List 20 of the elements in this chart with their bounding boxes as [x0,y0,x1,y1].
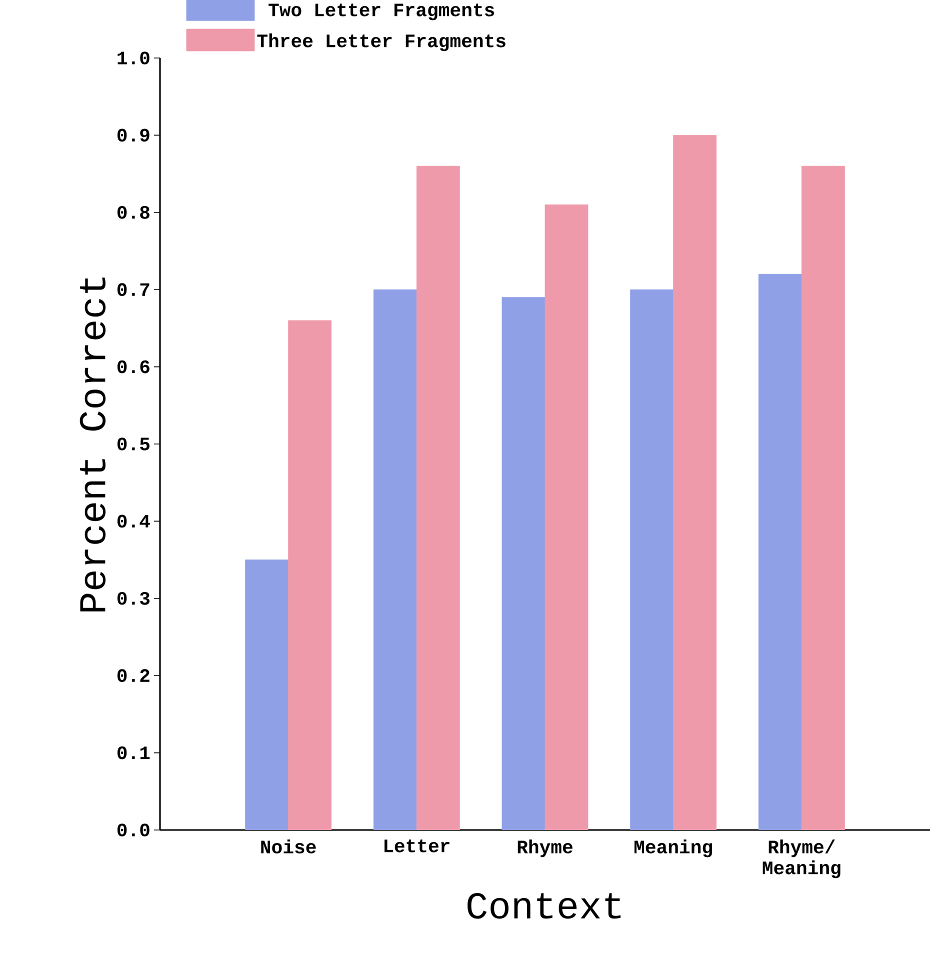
x-tick-label: Rhyme [518,840,572,858]
y-tick-label: 0.3 [117,592,150,605]
y-tick-label: 0.0 [117,824,150,836]
x-tick-label: Letter [384,840,450,852]
legend-label: Three Letter Fragments [257,33,506,52]
y-tick-label: 0.4 [117,514,150,528]
y-tick-label: 0.1 [117,746,150,760]
x-tick-label: Rhyme/ Meaning [762,840,840,878]
x-tick-label: Noise [261,840,316,854]
y-tick-label: 0.9 [117,128,150,142]
y-tick-label: 0.5 [117,438,150,450]
legend-label: Two Letter Fragments [268,4,494,20]
x-axis-title: Context [468,893,621,919]
y-axis-title: Percent Correct [80,278,106,612]
y-tick-label: 1.0 [118,52,150,64]
y-tick-label: 0.6 [117,360,150,374]
y-tick-label: 0.2 [117,669,150,682]
x-tick-label: Meaning [634,840,712,858]
y-tick-label: 0.7 [117,283,150,296]
y-tick-label: 0.8 [117,206,150,219]
